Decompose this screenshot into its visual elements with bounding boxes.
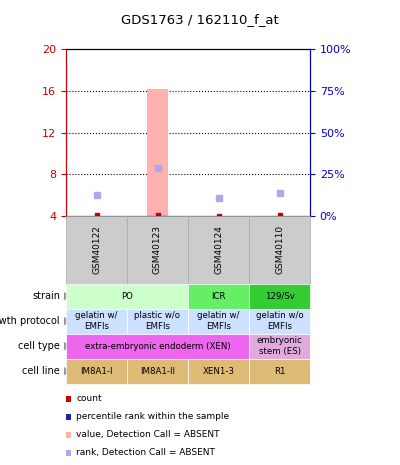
Text: cell type: cell type: [18, 341, 60, 351]
Bar: [147, 89, 168, 216]
Text: R1: R1: [274, 366, 285, 376]
Text: value, Detection Call = ABSENT: value, Detection Call = ABSENT: [76, 430, 220, 439]
Text: GDS1763 / 162110_f_at: GDS1763 / 162110_f_at: [121, 13, 279, 26]
Text: growth protocol: growth protocol: [0, 316, 60, 326]
Text: XEN1-3: XEN1-3: [202, 366, 234, 376]
Text: PO: PO: [121, 292, 133, 301]
Text: plastic w/o
EMFIs: plastic w/o EMFIs: [134, 312, 180, 331]
Text: embryonic
stem (ES): embryonic stem (ES): [257, 337, 302, 356]
Text: gelatin w/
EMFIs: gelatin w/ EMFIs: [197, 312, 240, 331]
Text: gelatin w/
EMFIs: gelatin w/ EMFIs: [75, 312, 118, 331]
Text: 129/Sv: 129/Sv: [264, 292, 294, 301]
Text: ICR: ICR: [211, 292, 226, 301]
Text: cell line: cell line: [22, 366, 60, 376]
Text: extra-embryonic endoderm (XEN): extra-embryonic endoderm (XEN): [85, 342, 230, 351]
Text: IM8A1-I: IM8A1-I: [80, 366, 113, 376]
Text: percentile rank within the sample: percentile rank within the sample: [76, 412, 229, 421]
Text: GSM40122: GSM40122: [92, 226, 101, 274]
Text: gelatin w/o
EMFIs: gelatin w/o EMFIs: [256, 312, 303, 331]
Text: GSM40110: GSM40110: [275, 226, 284, 274]
Text: IM8A1-II: IM8A1-II: [140, 366, 175, 376]
Text: GSM40123: GSM40123: [153, 226, 162, 274]
Text: strain: strain: [32, 291, 60, 301]
Text: rank, Detection Call = ABSENT: rank, Detection Call = ABSENT: [76, 448, 215, 457]
Text: count: count: [76, 394, 102, 403]
Text: GSM40124: GSM40124: [214, 226, 223, 274]
